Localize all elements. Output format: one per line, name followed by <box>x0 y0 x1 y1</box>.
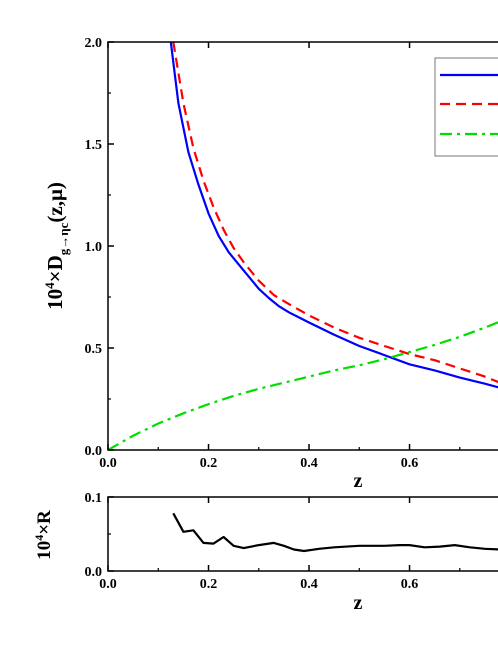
y-tick-label-0-1: 0.5 <box>85 342 103 357</box>
y-tick-label-0-2: 1.0 <box>85 240 103 255</box>
bottom-y-axis-title: 104×R <box>32 510 55 560</box>
bottom-panel: 0.0 0.2 0.4 0.6 0.0 0.1 z 104×R <box>32 491 498 614</box>
y-tick-label-0-3: 1.5 <box>85 138 103 153</box>
top-y-axis-title: 104×Dg→ηc(z,μ) <box>42 182 71 310</box>
top-axes: 0.0 0.2 0.4 0.6 0.0 0.5 1.0 1.5 2.0 <box>85 36 461 471</box>
series-line-0-1 <box>172 42 498 384</box>
x-tick-label-0-3: 0.6 <box>401 456 419 471</box>
x-tick-label-1-2: 0.4 <box>300 577 318 592</box>
top-x-axis-title: z <box>354 470 363 492</box>
x-tick-label-0-1: 0.2 <box>200 456 218 471</box>
series-line-1-0 <box>172 512 498 553</box>
bottom-plot-frame <box>107 496 498 572</box>
bottom-axes: 0.0 0.2 0.4 0.6 0.0 0.1 <box>85 491 461 592</box>
series-line-0-2 <box>108 321 498 450</box>
x-tick-label-1-0: 0.0 <box>99 577 117 592</box>
x-tick-label-0-0: 0.0 <box>99 456 117 471</box>
x-tick-label-1-1: 0.2 <box>200 577 218 592</box>
bottom-x-axis-title: z <box>354 592 363 614</box>
top-series-layer <box>108 42 498 450</box>
top-panel: 0.0 0.2 0.4 0.6 0.0 0.5 1.0 1.5 2.0 z 104×Dg→ηc(… <box>42 36 498 492</box>
x-tick-label-0-2: 0.4 <box>300 456 318 471</box>
legend-box <box>434 57 498 157</box>
bottom-series-layer <box>172 512 498 553</box>
y-tick-label-0-4: 2.0 <box>85 36 103 51</box>
y-tick-label-0-0: 0.0 <box>85 444 103 459</box>
series-line-0-0 <box>169 42 498 389</box>
y-tick-label-1-1: 0.1 <box>85 491 103 506</box>
y-tick-label-1-0: 0.0 <box>85 565 103 580</box>
top-legend <box>434 57 498 157</box>
x-tick-label-1-3: 0.6 <box>401 577 419 592</box>
